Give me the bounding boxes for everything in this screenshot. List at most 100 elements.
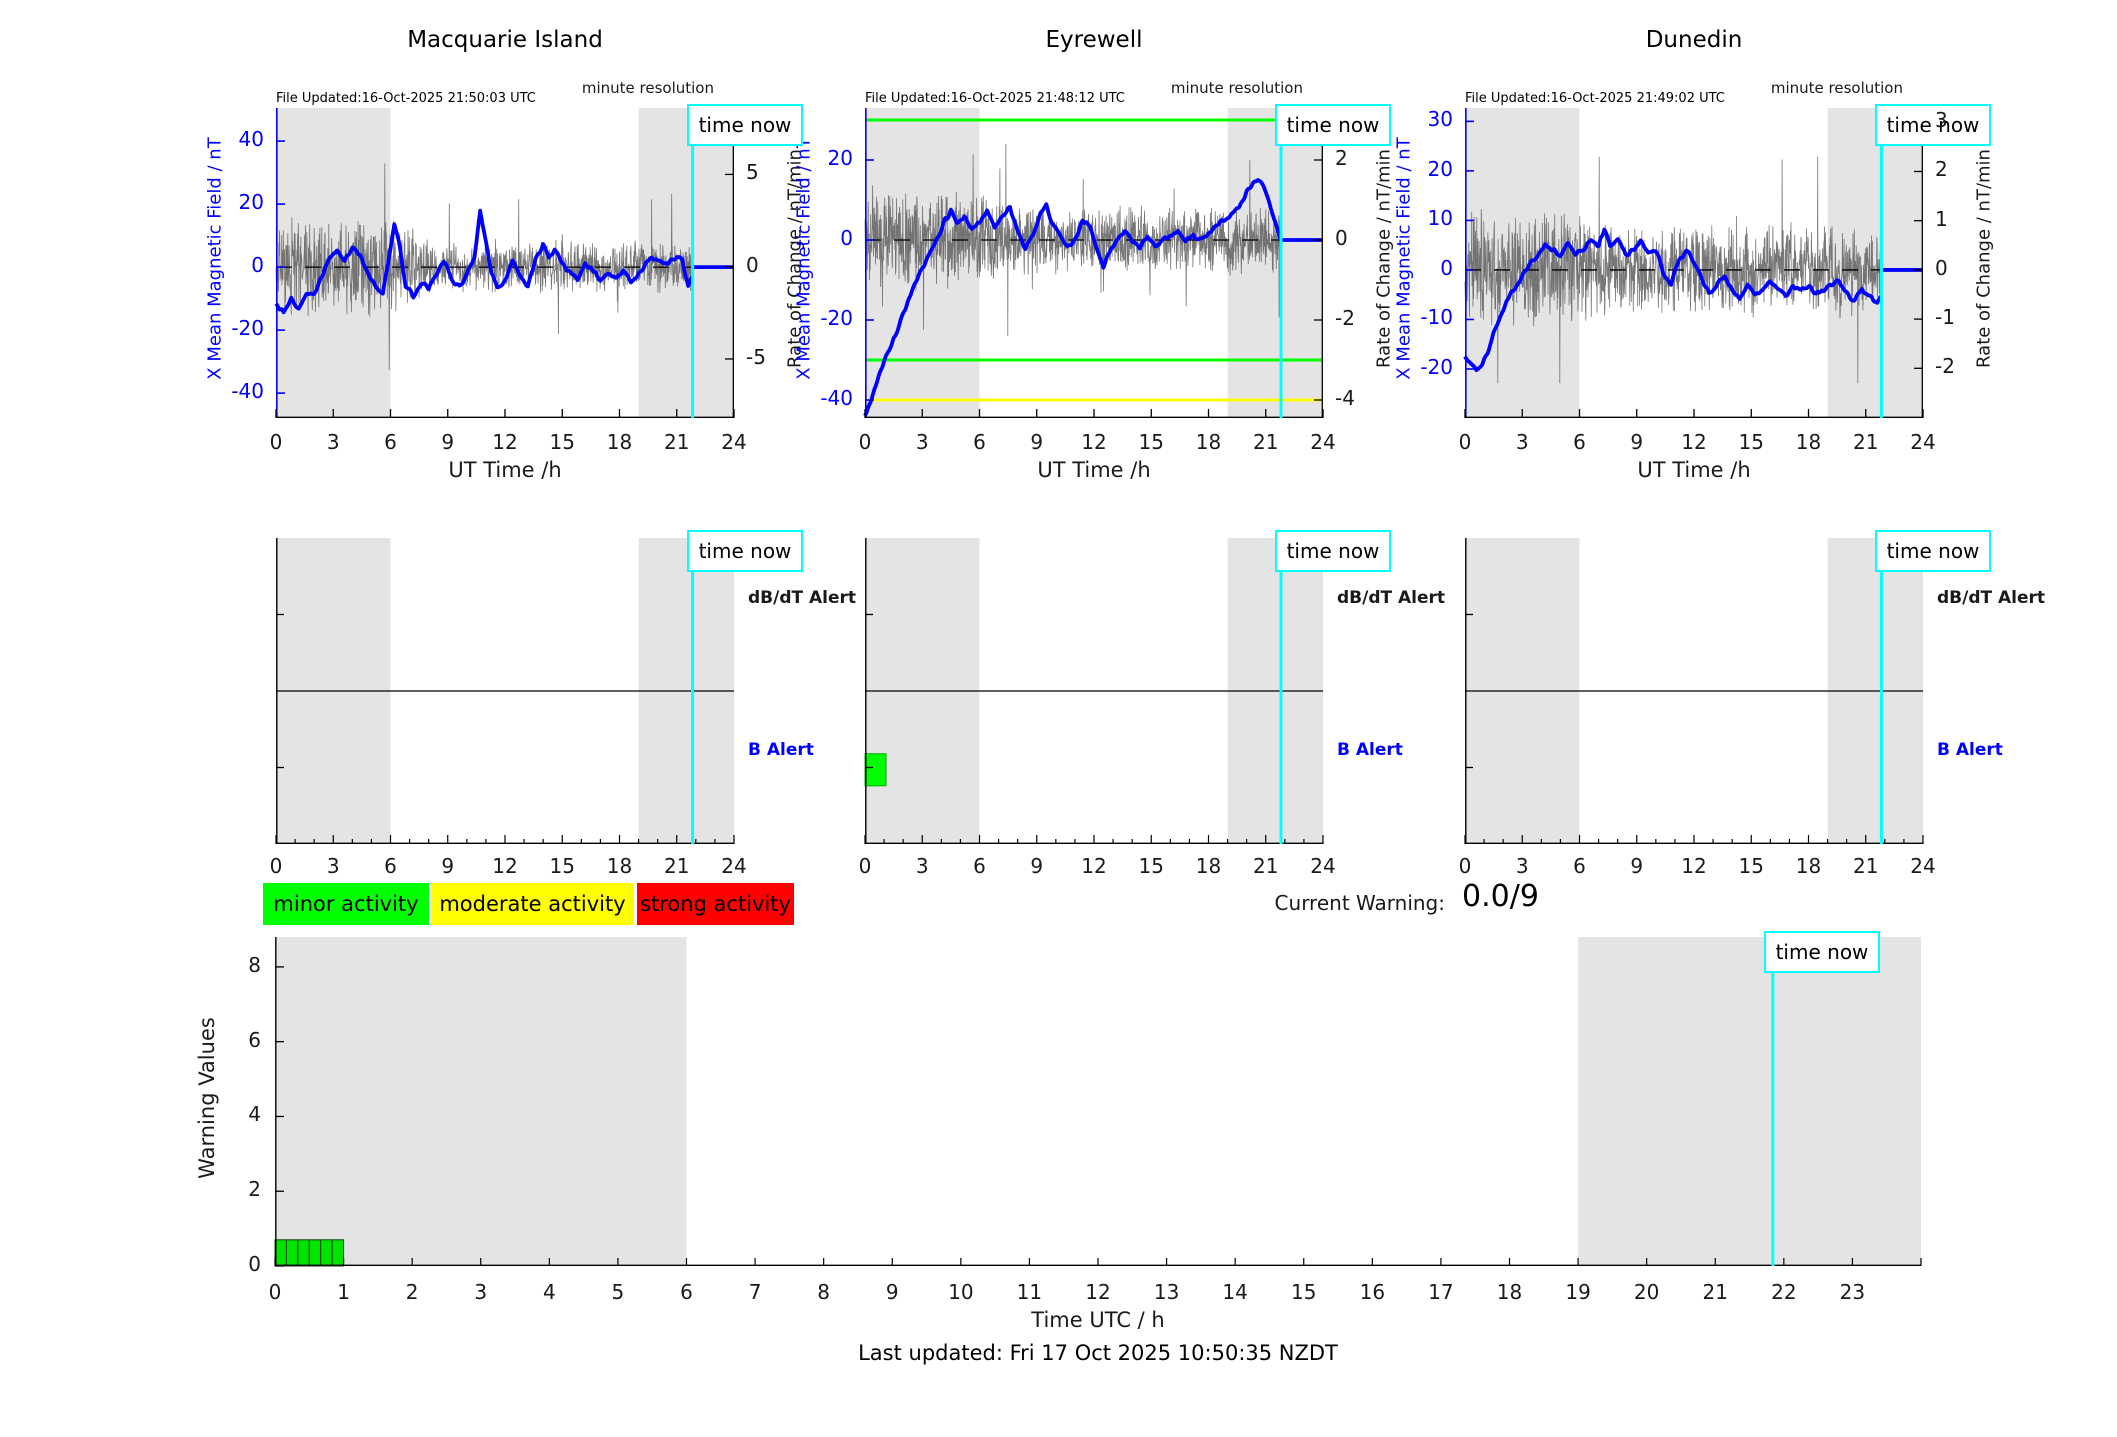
tick-label: 2	[248, 1177, 261, 1202]
tick-label: 20	[1633, 1280, 1660, 1304]
tick-label: 9	[1030, 854, 1044, 878]
time-now-text: time now	[698, 539, 792, 563]
b-alert-label: B Alert	[748, 740, 814, 760]
station-plot-svg	[863, 108, 1324, 418]
tick-label: 22	[1771, 1280, 1797, 1304]
warning-values-chart: 0 2 4 6 8 0 1 2 3 4 5 6 7 8 9 10 11 12 13 14 15 16 17 18 19 20 21 2…	[248, 937, 1922, 1304]
time-now-text: time now	[1286, 539, 1380, 563]
warning-bar	[308, 1239, 322, 1267]
tick-label: 3	[326, 430, 340, 454]
tick-label: 15	[1738, 430, 1764, 454]
tick-label: 9	[885, 1280, 899, 1304]
tick-label: 0	[1440, 255, 1453, 280]
tick-label: 30	[1427, 107, 1453, 132]
tick-label: 20	[238, 190, 264, 215]
warning-bar	[320, 1239, 333, 1267]
tick-label: 12	[1085, 1280, 1111, 1304]
time-now-text: time now	[1886, 539, 1980, 563]
tick-label: 10	[1427, 206, 1453, 231]
dbdt-alert-label: dB/dT Alert	[748, 588, 857, 608]
file-updated-text: File Updated:16-Oct-2025 21:50:03 UTC	[276, 91, 536, 106]
tick-label: 6	[973, 430, 986, 454]
mean-field-line	[863, 178, 1283, 417]
tick-label: 0	[269, 430, 283, 454]
tick-label: 18	[606, 430, 633, 454]
tick-label: 14	[1222, 1280, 1248, 1304]
warning-bar	[331, 1239, 345, 1267]
legend-strong-activity: strong activity	[637, 883, 794, 925]
tick-label: 15	[1291, 1280, 1317, 1304]
time-now-flag: time now	[1875, 104, 1991, 146]
tick-label: 21	[664, 854, 690, 878]
tick-label: 6	[248, 1027, 261, 1052]
tick-label: 12	[1681, 430, 1707, 454]
tick-label: 3	[915, 854, 929, 878]
night-band	[276, 108, 391, 418]
tick-label: -20	[231, 316, 264, 341]
tick-label: -10	[1420, 305, 1453, 330]
alert-plot-svg	[1464, 538, 1924, 844]
tick-label: 0	[1458, 854, 1472, 878]
tick-label: -20	[820, 306, 853, 330]
tick-label: 6	[384, 430, 397, 454]
tick-label: 23	[1839, 1280, 1866, 1304]
tick-label: 21	[1702, 1280, 1728, 1304]
tick-label: -2	[1335, 306, 1355, 330]
macquarie-alert-timeline: 0 3 6 9 12 15 18 21 24	[270, 538, 747, 878]
tick-label: 21	[1853, 430, 1879, 454]
alert-plot-svg	[275, 538, 735, 844]
station-title: Eyrewell	[1045, 27, 1143, 53]
tick-label: 24	[1310, 430, 1336, 454]
tick-label: 9	[1030, 430, 1044, 454]
eyrewell-alert-timeline: 0 3 6 9 12 15 18 21 24	[859, 538, 1336, 878]
b-alert-label: B Alert	[1937, 740, 2003, 760]
tick-label: 21	[664, 430, 690, 454]
tick-label: 5	[611, 1280, 625, 1304]
tick-label: 4	[248, 1102, 261, 1127]
file-updated-text: File Updated:16-Oct-2025 21:49:02 UTC	[1465, 91, 1725, 106]
tick-label: 7	[748, 1280, 762, 1304]
tick-label: 18	[1795, 854, 1822, 878]
tick-label: 9	[441, 430, 455, 454]
tick-label: 3	[915, 430, 929, 454]
tick-label: 0	[858, 430, 872, 454]
minute-resolution-label: minute resolution	[581, 79, 714, 97]
tick-label: 2	[405, 1280, 419, 1304]
last-updated-text: Last updated: Fri 17 Oct 2025 10:50:35 N…	[858, 1341, 1338, 1365]
tick-label: 18	[1195, 854, 1222, 878]
legend-label: moderate activity	[439, 892, 626, 916]
x-axis-label: UT Time /h	[1637, 458, 1751, 482]
station-title: Dunedin	[1645, 27, 1743, 53]
warning-values-axis-label: Warning Values	[195, 1017, 219, 1179]
alert-bar	[864, 753, 887, 787]
tick-label: 0	[1335, 226, 1348, 250]
dbdt-alert-label: dB/dT Alert	[1937, 588, 2046, 608]
tick-label: 3	[1515, 854, 1529, 878]
tick-label: 15	[549, 854, 575, 878]
tick-label: 11	[1016, 1280, 1043, 1304]
tick-label: 10	[948, 1280, 974, 1304]
tick-label: 0	[858, 854, 872, 878]
tick-label: -40	[231, 379, 264, 404]
night-band	[1578, 937, 1921, 1266]
tick-label: 8	[817, 1280, 831, 1304]
eyrewell-field-chart: 20 0 -20 -40 2 0 -2 -4 0 3 6 9 12 15 18 21 24	[820, 108, 1355, 454]
tick-label: 9	[1630, 854, 1644, 878]
tick-label: 2	[1935, 157, 1948, 182]
dunedin-field-chart: 30 20 10 0 -10 -20 3 2 1 0 -1 -2 0 3 6 9 12 15 18 21 24	[1420, 107, 1955, 454]
mean-field-line	[274, 208, 694, 315]
tick-label: 0	[268, 1280, 282, 1304]
tick-label: -4	[1335, 386, 1355, 410]
time-now-flag: time now	[1875, 530, 1991, 572]
time-now-text: time now	[1775, 940, 1869, 964]
time-now-flag: time now	[687, 530, 803, 572]
tick-label: 3	[474, 1280, 488, 1304]
legend-label: strong activity	[640, 892, 791, 916]
tick-label: -1	[1935, 305, 1955, 330]
tick-label: 15	[549, 430, 575, 454]
macquarie-field-chart: 40 20 0 -20 -40 5 0 -5 0 3 6 9 12 15 18 21 24	[231, 108, 766, 454]
time-now-flag: time now	[687, 104, 803, 146]
tick-label: 18	[1496, 1280, 1523, 1304]
mean-field-line	[1463, 227, 1883, 373]
